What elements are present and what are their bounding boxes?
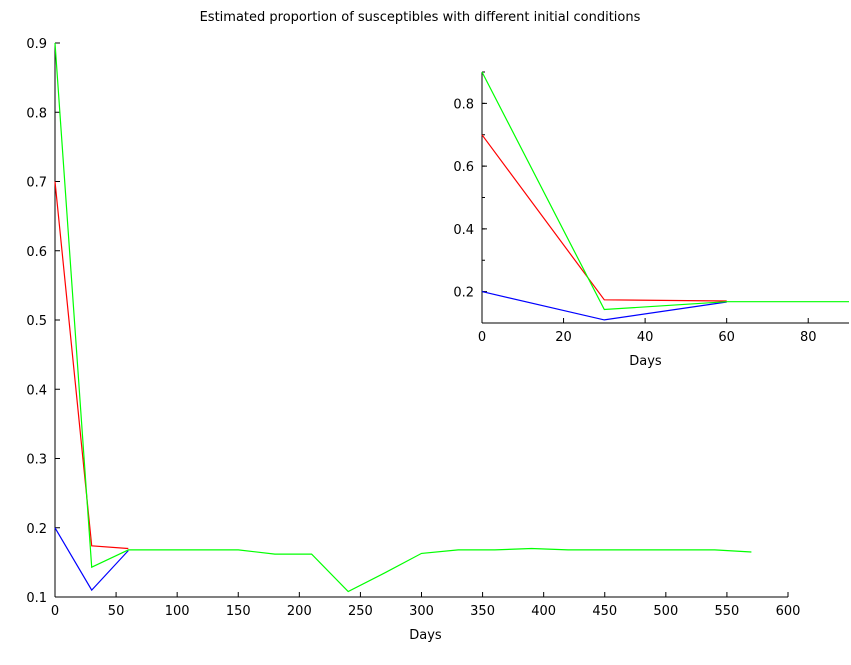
inset-y-tick-label: 0.4 (453, 223, 474, 238)
inset-y-tick-label: 0.2 (453, 286, 474, 301)
main-x-tick-label: 200 (287, 604, 312, 619)
main-y-tick-label: 0.1 (26, 591, 47, 606)
main-x-tick-label: 350 (470, 604, 495, 619)
inset-x-tick-label: 0 (478, 330, 486, 345)
main-y-tick-label: 0.5 (26, 314, 47, 329)
inset-x-tick-label: 20 (555, 330, 572, 345)
main-x-tick-label: 500 (653, 604, 678, 619)
main-y-tick-label: 0.9 (26, 37, 47, 52)
inset-y-tick-label: 0.6 (453, 160, 474, 175)
main-x-tick-label: 400 (531, 604, 556, 619)
main-x-axis-label: Days (409, 628, 442, 643)
main-y-tick-label: 0.8 (26, 106, 47, 121)
main-series-line-1 (54, 181, 129, 550)
main-y-tick-label: 0.4 (26, 383, 47, 398)
inset-x-tick-label: 80 (800, 330, 817, 345)
inset-series-line-0 (481, 291, 727, 321)
inset-series-line-1 (481, 134, 727, 302)
inset-x-tick-label: 40 (637, 330, 654, 345)
inset-x-tick-label: 60 (718, 330, 735, 345)
main-series-line-2 (54, 42, 752, 593)
main-x-tick-label: 600 (776, 604, 801, 619)
main-x-tick-label: 150 (226, 604, 251, 619)
main-y-tick-label: 0.2 (26, 522, 47, 537)
main-y-tick-label: 0.6 (26, 245, 47, 260)
main-y-tick-label: 0.3 (26, 453, 47, 468)
main-x-tick-label: 250 (348, 604, 373, 619)
main-series-line-0 (54, 527, 129, 592)
main-x-tick-label: 50 (108, 604, 125, 619)
main-x-tick-label: 100 (165, 604, 190, 619)
main-y-tick-label: 0.7 (26, 176, 47, 191)
inset-x-axis-label: Days (629, 354, 662, 369)
main-x-tick-label: 450 (592, 604, 617, 619)
main-x-tick-label: 550 (715, 604, 740, 619)
inset-y-tick-label: 0.8 (453, 97, 474, 112)
main-x-tick-label: 0 (51, 604, 59, 619)
main-x-tick-label: 300 (409, 604, 434, 619)
chart-title: Estimated proportion of susceptibles wit… (200, 10, 641, 25)
inset-series-line-2 (481, 71, 849, 311)
